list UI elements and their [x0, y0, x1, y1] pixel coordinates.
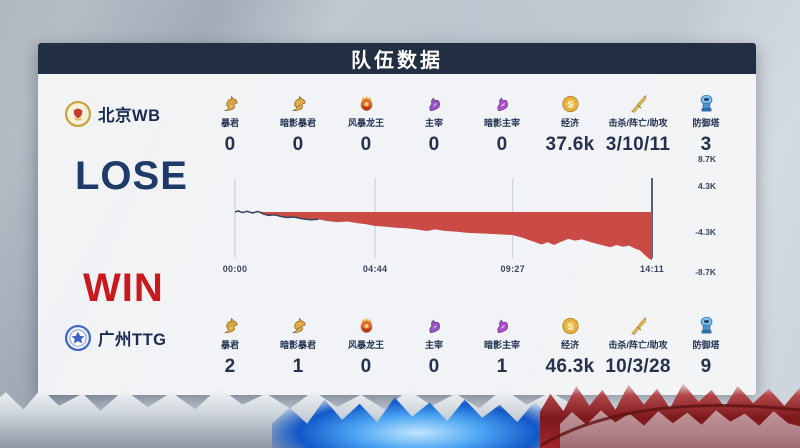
- stat-shadow-tyrant: 暗影暴君 1: [264, 316, 332, 378]
- crystal-spikes-band: [0, 382, 800, 448]
- stat-value: 37.6k: [545, 134, 595, 155]
- stat-shadow-tyrant: 暗影暴君 0: [264, 94, 332, 156]
- stat-label: 暗影暴君: [279, 118, 316, 128]
- stat-label: 暗影暴君: [279, 340, 316, 350]
- stat-value: 1: [292, 356, 304, 377]
- team-name: 广州TTG: [98, 331, 167, 349]
- y-axis-tick: 8.7K: [698, 154, 716, 164]
- stat-value: 3/10/11: [605, 134, 671, 155]
- stat-value: 0: [360, 134, 372, 155]
- stat-shadow-dominator: 暗影主宰 1: [468, 316, 536, 378]
- stat-kda: 击杀/阵亡/助攻 3/10/11: [604, 94, 672, 156]
- shadow-dominator-icon: [492, 94, 513, 114]
- stat-label: 风暴龙王: [347, 118, 384, 128]
- tyrant-icon: [220, 316, 241, 336]
- stat-value: 3: [700, 134, 712, 155]
- stat-value: 0: [292, 134, 304, 155]
- stat-value: 0: [224, 134, 236, 155]
- stat-label: 主宰: [424, 340, 443, 350]
- team-row-beijing-wb: 北京WB: [65, 101, 161, 127]
- x-axis-tick: 00:00: [222, 264, 248, 274]
- stat-storm-dragon: 风暴龙王 0: [332, 316, 400, 378]
- stat-label: 经济: [560, 118, 579, 128]
- tower-icon: [696, 94, 717, 114]
- stat-tyrant: 暴君 0: [196, 94, 264, 156]
- shadow-dominator-icon: [492, 316, 513, 336]
- stat-towers: 防御塔 3: [672, 94, 740, 156]
- dark-red-ribbon: [540, 404, 800, 448]
- stat-label: 暴君: [220, 340, 239, 350]
- page-title: 队伍数据: [351, 50, 443, 72]
- stat-value: 46.3k: [545, 356, 595, 377]
- stat-economy: 经济 37.6k: [536, 94, 604, 156]
- stats-row-guangzhou-ttg: 暴君 2 暗影暴君 1 风暴龙王 0 主宰 0 暗影主宰 1 经济 46.3k …: [196, 316, 740, 378]
- stat-label: 暗影主宰: [483, 340, 520, 350]
- stat-value: 9: [700, 356, 712, 377]
- y-axis-tick: -8.7K: [695, 267, 716, 277]
- x-axis-tick: 04:44: [362, 264, 388, 274]
- storm-dragon-king-icon: [356, 316, 377, 336]
- title-bar: 队伍数据: [38, 43, 756, 74]
- team-name: 北京WB: [98, 107, 161, 125]
- stat-value: 0: [496, 134, 508, 155]
- stat-label: 风暴龙王: [347, 340, 384, 350]
- stat-economy: 经济 46.3k: [536, 316, 604, 378]
- stat-value: 0: [428, 134, 440, 155]
- kda-sword-icon: [628, 94, 649, 114]
- stat-label: 经济: [560, 340, 579, 350]
- stat-value: 1: [496, 356, 508, 377]
- stat-label: 击杀/阵亡/助攻: [608, 118, 668, 128]
- stat-label: 击杀/阵亡/助攻: [608, 340, 668, 350]
- stat-label: 防御塔: [692, 118, 720, 128]
- result-label-lose: LOSE: [75, 154, 188, 198]
- team-row-guangzhou-ttg: 广州TTG: [65, 325, 167, 351]
- economy-diff-chart: [234, 178, 653, 261]
- economy-coin-icon: [560, 94, 581, 114]
- stat-label: 主宰: [424, 118, 443, 128]
- storm-dragon-king-icon: [356, 94, 377, 114]
- stat-tyrant: 暴君 2: [196, 316, 264, 378]
- stat-storm-dragon: 风暴龙王 0: [332, 94, 400, 156]
- y-axis-tick: 4.3K: [698, 181, 716, 191]
- stat-label: 暗影主宰: [483, 118, 520, 128]
- dominator-icon: [424, 316, 445, 336]
- shadow-tyrant-icon: [288, 94, 309, 114]
- stat-value: 0: [428, 356, 440, 377]
- shadow-tyrant-icon: [288, 316, 309, 336]
- stat-dominator: 主宰 0: [400, 94, 468, 156]
- x-axis-tick: 09:27: [500, 264, 525, 274]
- stats-row-beijing-wb: 暴君 0 暗影暴君 0 风暴龙王 0 主宰 0 暗影主宰 0 经济 37.6k …: [196, 94, 740, 156]
- stat-towers: 防御塔 9: [672, 316, 740, 378]
- result-label-win: WIN: [83, 266, 164, 310]
- y-axis-tick: -4.3K: [695, 227, 716, 237]
- stat-value: 10/3/28: [605, 356, 671, 377]
- tyrant-icon: [220, 94, 241, 114]
- economy-coin-icon: [560, 316, 581, 336]
- stat-value: 0: [360, 356, 372, 377]
- kda-sword-icon: [628, 316, 649, 336]
- stat-shadow-dominator: 暗影主宰 0: [468, 94, 536, 156]
- tower-icon: [696, 316, 717, 336]
- beijing-wb-logo: [65, 101, 91, 127]
- stat-label: 暴君: [220, 118, 239, 128]
- stat-dominator: 主宰 0: [400, 316, 468, 378]
- x-axis-tick: 14:11: [639, 264, 665, 274]
- dominator-icon: [424, 94, 445, 114]
- guangzhou-ttg-logo: [65, 325, 91, 351]
- stat-value: 2: [224, 356, 236, 377]
- stat-label: 防御塔: [692, 340, 720, 350]
- stat-kda: 击杀/阵亡/助攻 10/3/28: [604, 316, 672, 378]
